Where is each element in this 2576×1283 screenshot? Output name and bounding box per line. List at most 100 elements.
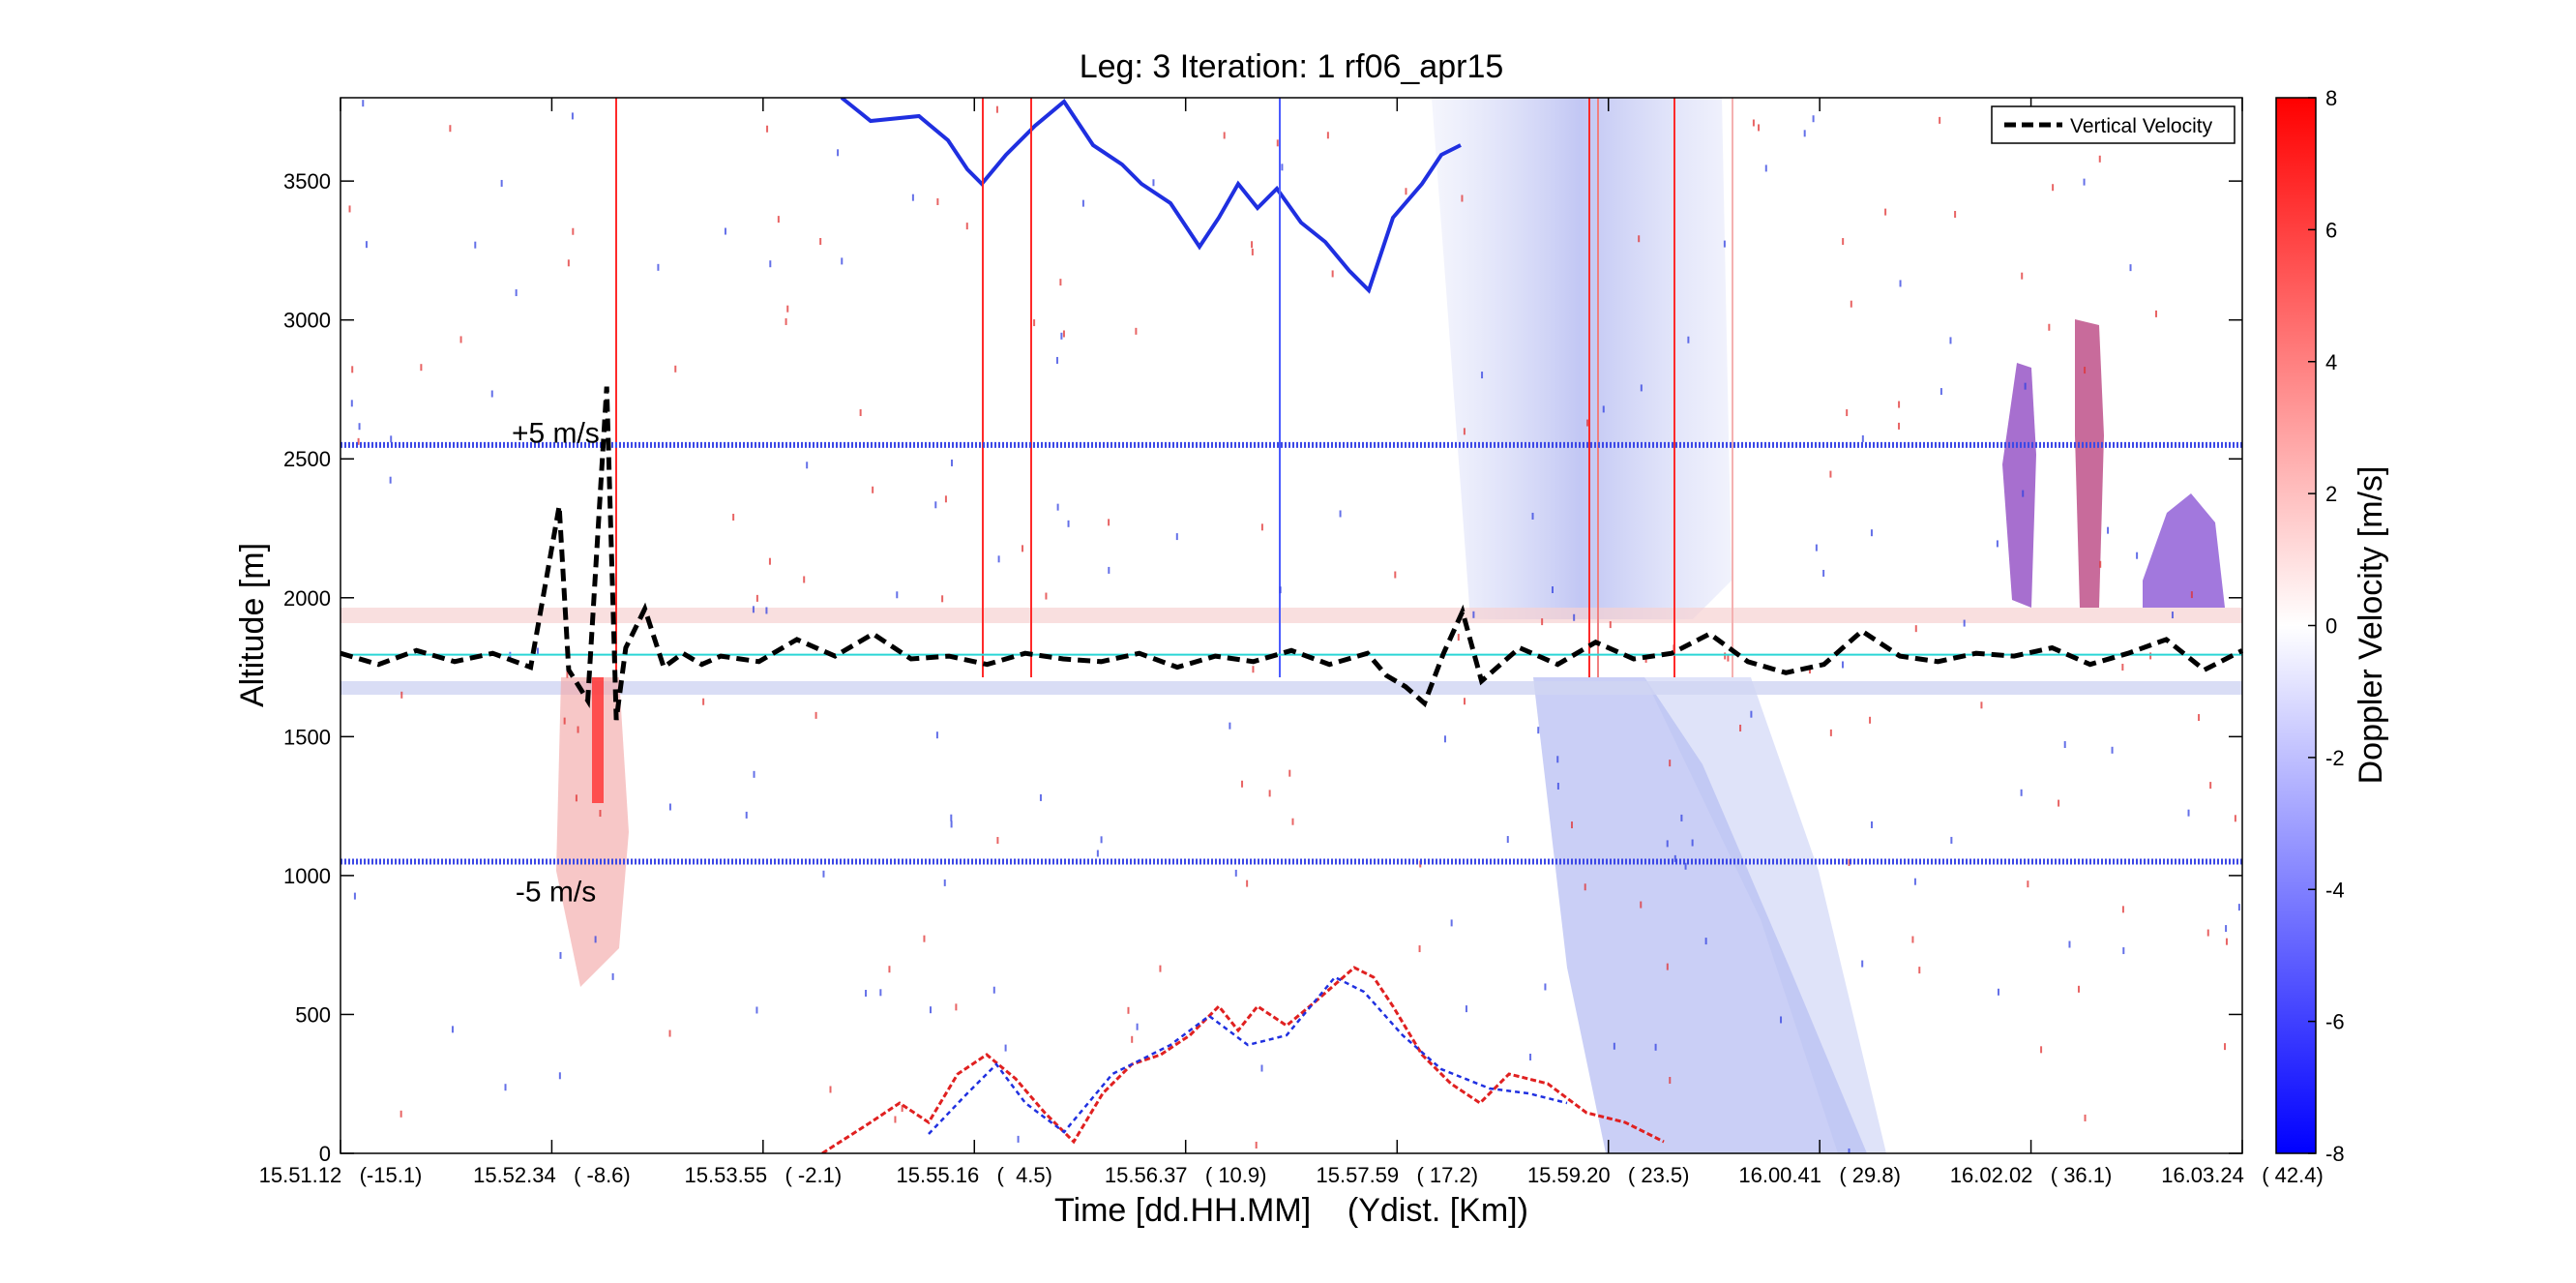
noise-speckle	[1609, 621, 1612, 629]
noise-speckle	[2121, 664, 2124, 671]
noise-speckle	[577, 726, 579, 733]
legend-box	[1991, 105, 2235, 144]
noise-speckle	[2083, 178, 2086, 186]
noise-speckle	[1602, 405, 1605, 413]
noise-speckle	[941, 595, 944, 603]
y-tick-label: 2500	[283, 447, 331, 471]
noise-speckle	[936, 197, 939, 205]
noise-speckle	[350, 400, 353, 407]
echo-boundary-layer-blue	[928, 975, 1568, 1135]
noise-speckle	[2198, 714, 2201, 722]
echo-band-lower	[341, 681, 2242, 695]
noise-speckle	[894, 1116, 897, 1123]
noise-speckle	[1613, 1042, 1615, 1050]
noise-speckle	[732, 513, 735, 521]
noise-speckle	[879, 989, 882, 997]
x-tick-label: 16.00.41 ( 29.8)	[1738, 1163, 1901, 1187]
noise-speckle	[829, 1086, 832, 1093]
noise-speckle	[777, 216, 780, 224]
y-tick-label: 3500	[283, 169, 331, 194]
noise-speckles	[348, 100, 2240, 1153]
echo-fallstreak-lower-faint	[1644, 677, 1886, 1153]
noise-speckle	[765, 607, 768, 614]
noise-speckle	[837, 149, 840, 157]
noise-speckle	[752, 606, 755, 613]
noise-speckle	[1850, 300, 1852, 308]
noise-speckle	[1870, 529, 1873, 537]
noise-speckle	[1584, 883, 1586, 891]
noise-speckle	[943, 879, 946, 886]
noise-speckle	[1918, 967, 1921, 974]
noise-speckle	[365, 241, 368, 249]
noise-speckle	[1055, 356, 1058, 364]
y-tick-label: 1500	[283, 725, 331, 749]
noise-speckle	[611, 972, 614, 980]
noise-speckle	[865, 989, 868, 997]
noise-speckle	[1279, 586, 1282, 594]
noise-speckle	[1739, 724, 1742, 731]
x-tick-label: 15.59.20 ( 23.5)	[1527, 1163, 1690, 1187]
noise-speckle	[400, 1110, 402, 1118]
noise-speckle	[1033, 319, 1036, 327]
noise-speckle	[753, 770, 755, 778]
noise-speckle	[2048, 323, 2051, 331]
noise-speckle	[1288, 769, 1291, 777]
y-tick-label: 3000	[283, 309, 331, 333]
noise-speckle	[1822, 569, 1825, 577]
noise-speckle	[1251, 248, 1254, 255]
noise-speckle	[1260, 523, 1263, 531]
noise-speckle	[500, 179, 503, 187]
colorbar-ticks: -8 -6 -4 -2 0 2 4 6 8	[2308, 86, 2345, 1166]
annotation-label: +5 m/s	[512, 418, 600, 450]
noise-speckle	[1812, 115, 1815, 123]
noise-speckle	[536, 647, 539, 655]
noise-speckle	[896, 591, 899, 599]
noise-speckle	[1175, 533, 1178, 541]
noise-speckle	[1159, 965, 1162, 972]
noise-speckle	[2224, 1043, 2227, 1051]
plot-background	[341, 98, 2242, 1153]
noise-speckle	[2225, 925, 2228, 933]
echo-updraft	[556, 677, 629, 987]
annotation-label: -5 m/s	[516, 876, 596, 908]
noise-speckle	[1684, 862, 1687, 870]
noise-speckle	[2121, 906, 2124, 913]
noise-speckle	[420, 364, 423, 372]
noise-speckle	[1131, 1035, 1134, 1043]
colorbar-label: Doppler Velocity [m/s]	[2353, 466, 2389, 785]
noise-speckle	[1939, 116, 1941, 124]
noise-speckle	[567, 259, 570, 267]
noise-speckle	[1780, 1016, 1783, 1024]
noise-speckle	[1241, 780, 1244, 788]
noise-speckle	[2187, 809, 2190, 817]
noise-speckle	[1531, 512, 1534, 520]
noise-speckle	[2084, 367, 2087, 374]
noise-speckle	[1544, 983, 1547, 991]
noise-speckle	[1443, 735, 1446, 743]
noise-speckle	[923, 935, 926, 942]
noise-speckle	[1963, 619, 1966, 627]
noise-speckle	[1638, 235, 1641, 243]
noise-speckle	[353, 892, 356, 900]
noise-speckle	[2122, 947, 2125, 955]
noise-speckle	[1004, 1044, 1007, 1052]
noise-speckle	[566, 671, 569, 678]
noise-speckle	[996, 837, 999, 845]
noise-speckle	[358, 423, 361, 431]
noise-speckle	[1666, 840, 1669, 848]
echo-fallstreak-lower	[1533, 677, 1867, 1153]
noise-speckle	[1276, 139, 1279, 147]
noise-speckle	[1911, 936, 1914, 943]
echo-fallstreak-upper	[1432, 98, 1732, 619]
noise-speckle	[1949, 337, 1952, 344]
noise-speckle	[2129, 264, 2132, 272]
noise-speckle	[1463, 428, 1466, 435]
noise-speckle	[459, 336, 462, 343]
noise-speckle	[1135, 327, 1138, 335]
noise-speckle	[1750, 710, 1753, 718]
noise-speckle	[1861, 960, 1864, 968]
noise-speckle	[2084, 1114, 2087, 1121]
noise-speckle	[1464, 698, 1466, 705]
x-tick-label: 15.56.37 ( 10.9)	[1105, 1163, 1267, 1187]
